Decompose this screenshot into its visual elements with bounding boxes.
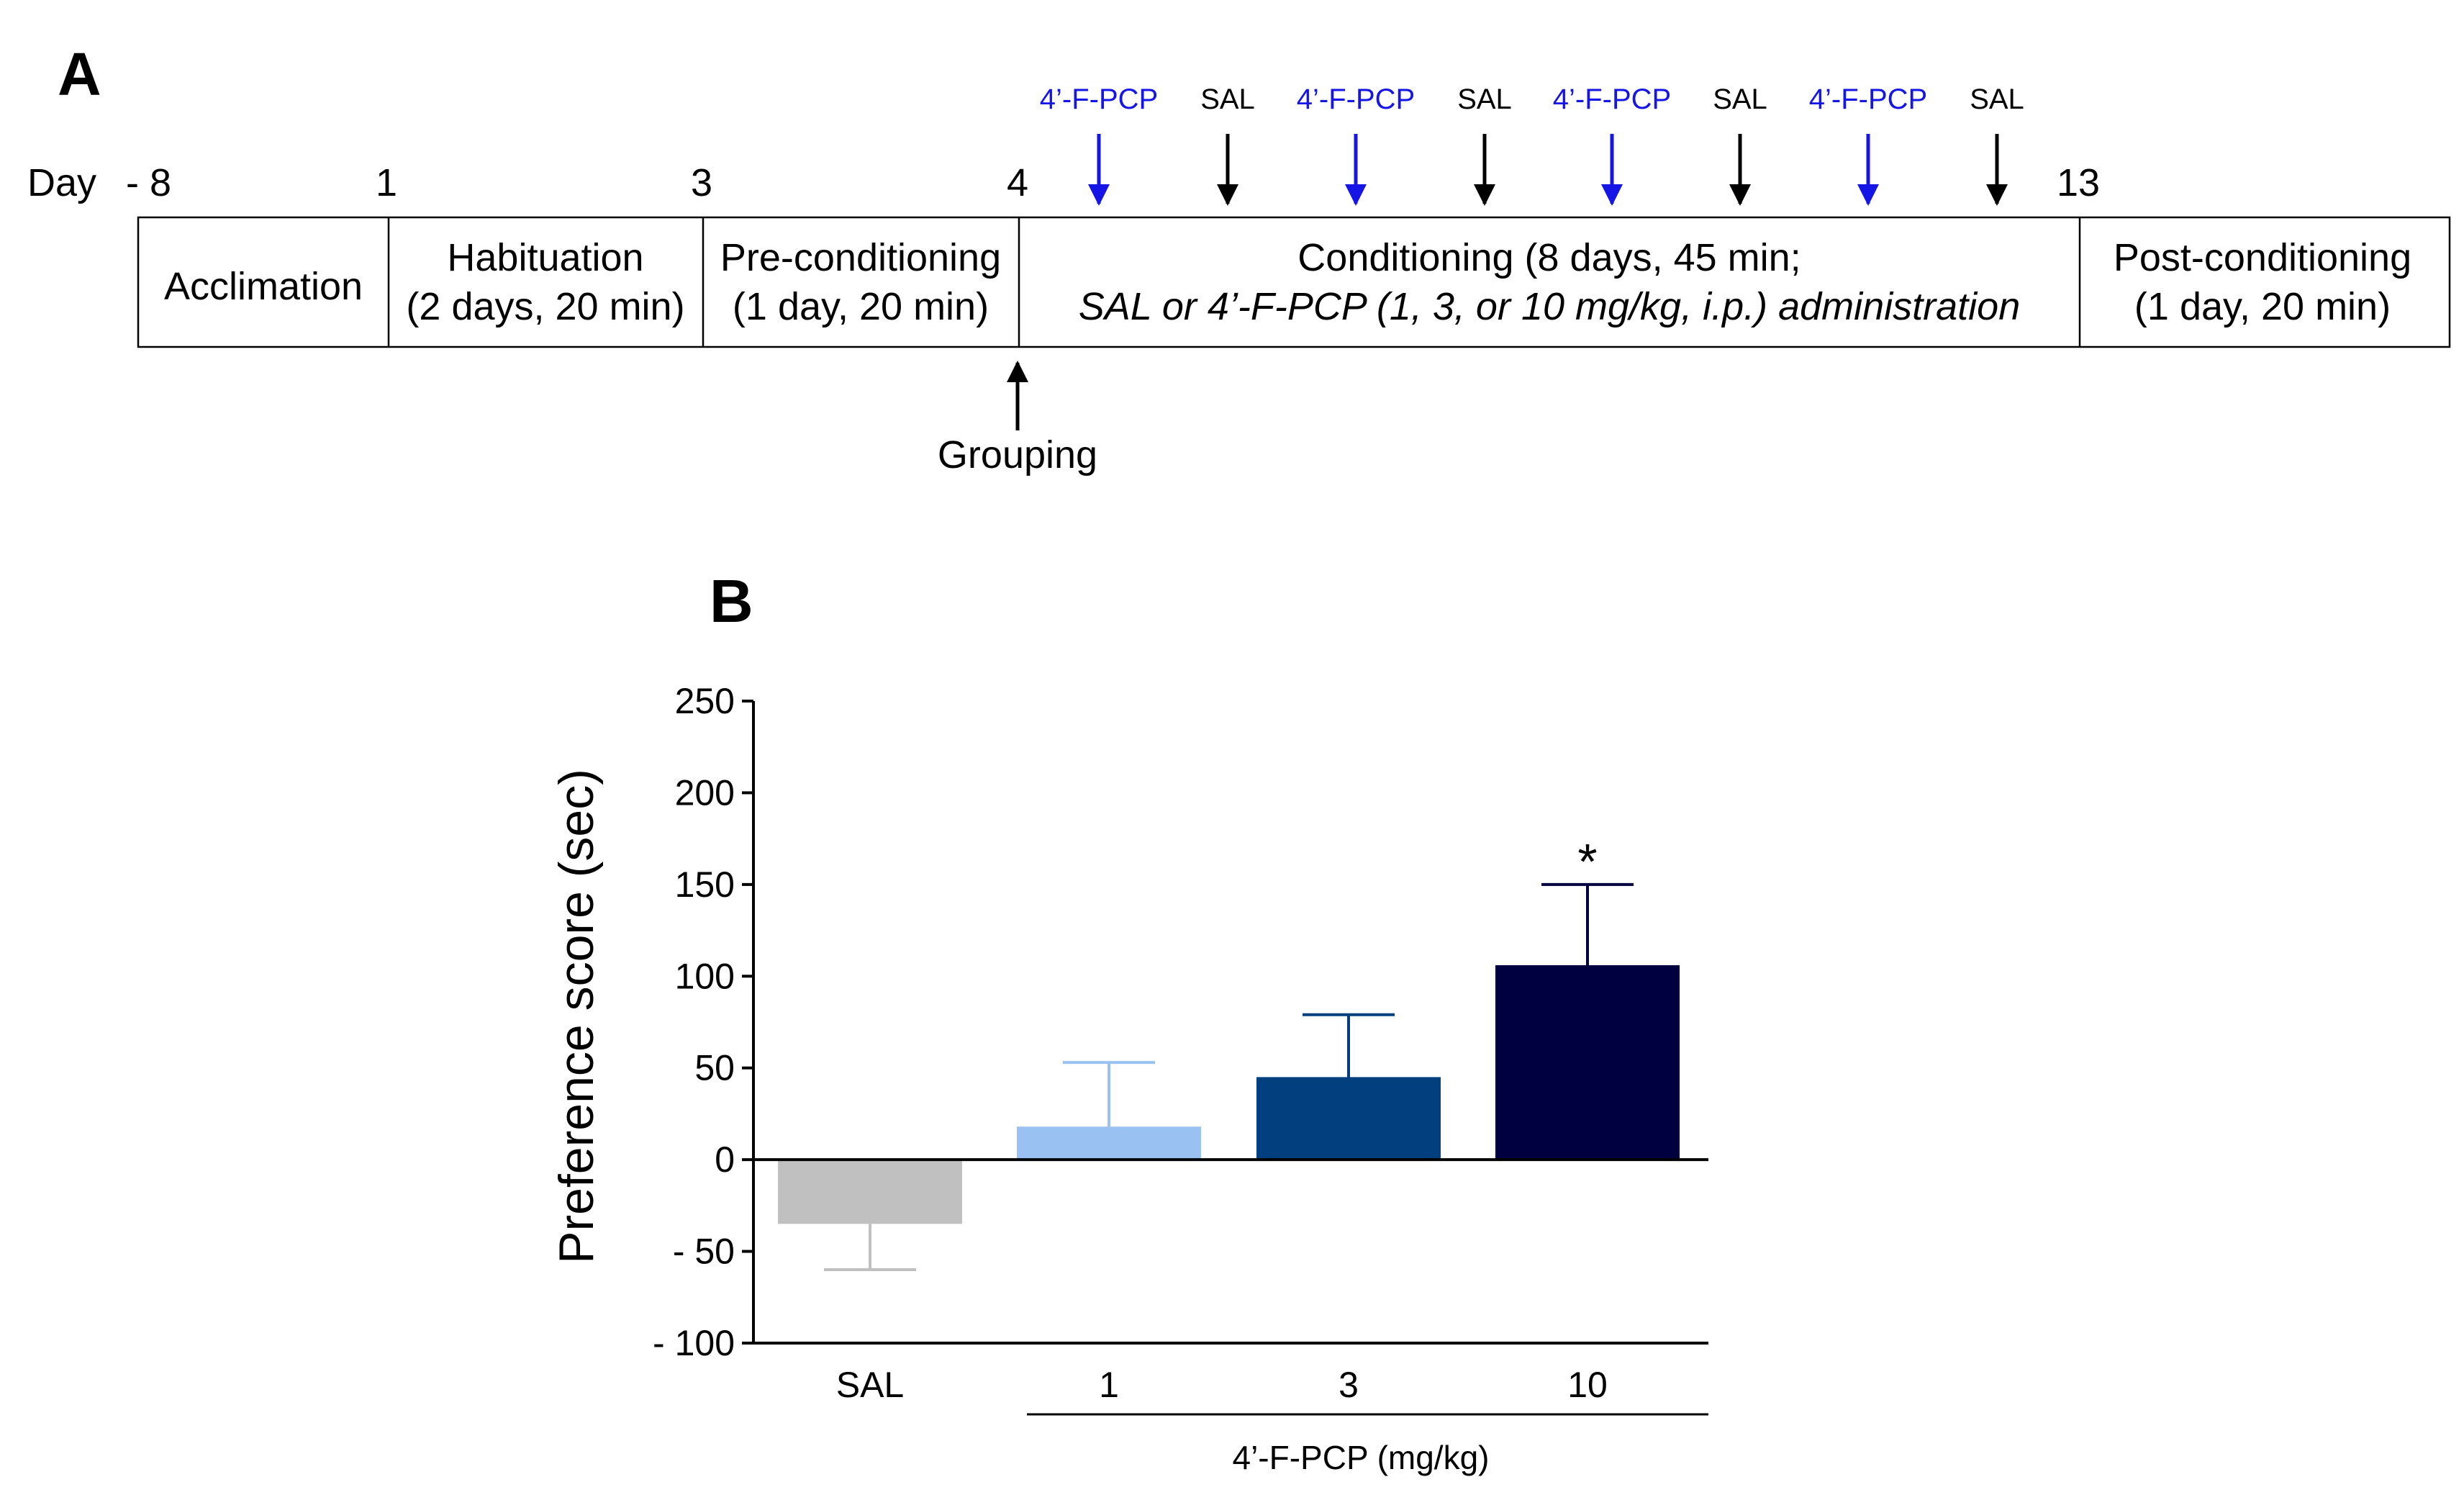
injection-label: 4’-F-PCP bbox=[1553, 83, 1671, 115]
bar bbox=[778, 1160, 962, 1224]
y-tick-label: 0 bbox=[715, 1139, 735, 1180]
panel-b: B Preference score (sec) 250 200 150 100 50 0… bbox=[549, 567, 1708, 1476]
phase-pre-conditioning: Pre-conditioning bbox=[720, 236, 1001, 279]
phase-post-conditioning-detail: (1 day, 20 min) bbox=[2134, 285, 2391, 328]
panel-b-label: B bbox=[710, 567, 753, 635]
y-tick-label: 150 bbox=[675, 864, 735, 905]
day-prefix: Day bbox=[27, 161, 96, 204]
panel-a-label: A bbox=[58, 40, 101, 108]
y-tick-label: - 100 bbox=[653, 1323, 735, 1363]
y-tick-label: 50 bbox=[694, 1048, 735, 1088]
y-tick-label: 250 bbox=[675, 681, 735, 721]
day-marker: - 8 bbox=[126, 161, 171, 204]
injection-label: SAL bbox=[1970, 83, 2024, 115]
bar bbox=[1017, 1126, 1201, 1160]
day-marker: 1 bbox=[376, 161, 397, 204]
x-tick-label: 3 bbox=[1339, 1365, 1359, 1405]
phase-habituation-detail: (2 days, 20 min) bbox=[406, 285, 684, 328]
y-tick-label: 200 bbox=[675, 772, 735, 813]
phase-post-conditioning: Post-conditioning bbox=[2114, 236, 2411, 279]
phase-habituation: Habituation bbox=[447, 236, 643, 279]
bar bbox=[1495, 964, 1680, 1160]
injection-label: SAL bbox=[1200, 83, 1255, 115]
phase-acclimation: Acclimation bbox=[164, 265, 363, 308]
timeline-frame bbox=[137, 216, 2451, 348]
injection-label: 4’-F-PCP bbox=[1040, 83, 1158, 115]
day-marker: 13 bbox=[2057, 161, 2100, 204]
injection-label: 4’-F-PCP bbox=[1809, 83, 1927, 115]
x-tick-label: 1 bbox=[1099, 1365, 1119, 1405]
grouping-label: Grouping bbox=[938, 433, 1097, 476]
x-axis-title: 4’-F-PCP (mg/kg) bbox=[1233, 1439, 1490, 1476]
day-marker: 4 bbox=[1007, 161, 1028, 204]
significance-marker: * bbox=[1577, 833, 1597, 890]
panel-a: A Day - 8 1 3 4 13 4’-F-PCP SAL 4’-F-PCP… bbox=[27, 40, 2451, 476]
phase-pre-conditioning-detail: (1 day, 20 min) bbox=[733, 285, 989, 328]
x-tick-label: 10 bbox=[1567, 1365, 1608, 1405]
bar-chart: 250 200 150 100 50 0 - 50 - 100 SAL 1 3 * 10 bbox=[653, 681, 1708, 1416]
phase-conditioning-detail: SAL or 4’-F-PCP (1, 3, or 10 mg/kg, i.p.… bbox=[1079, 285, 2021, 328]
timeline-boxes: Acclimation Habituation (2 days, 20 min)… bbox=[137, 216, 2451, 348]
y-tick-label: - 50 bbox=[673, 1232, 735, 1272]
x-tick-label: SAL bbox=[836, 1365, 905, 1405]
injection-label: SAL bbox=[1457, 83, 1512, 115]
injection-schedule: 4’-F-PCP SAL 4’-F-PCP SAL 4’-F-PCP SAL 4… bbox=[1040, 83, 2024, 206]
y-axis-title: Preference score (sec) bbox=[549, 769, 604, 1264]
phase-conditioning: Conditioning (8 days, 45 min; bbox=[1297, 236, 1801, 279]
y-tick-label: 100 bbox=[675, 956, 735, 996]
injection-label: 4’-F-PCP bbox=[1297, 83, 1415, 115]
bar bbox=[1256, 1077, 1441, 1160]
injection-label: SAL bbox=[1713, 83, 1767, 115]
day-marker: 3 bbox=[691, 161, 712, 204]
